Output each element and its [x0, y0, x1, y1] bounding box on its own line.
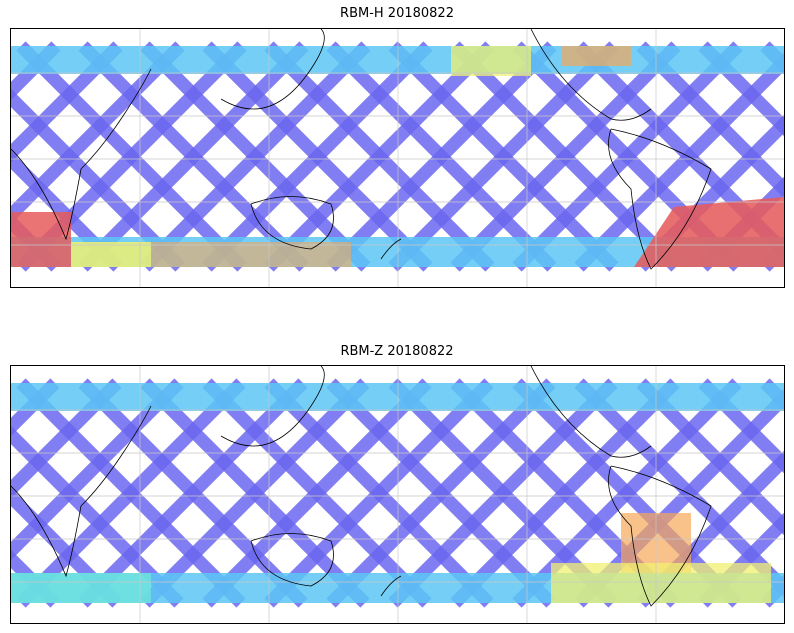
swath-layer — [11, 41, 784, 272]
coastlines — [11, 29, 712, 270]
ascending-track — [698, 378, 784, 474]
ascending-track — [11, 549, 60, 608]
africa-coastline — [11, 68, 152, 241]
descending-track — [202, 378, 432, 608]
hotspot-south-pacific-east — [634, 197, 784, 267]
northern-swath-band — [11, 46, 784, 74]
map-panel-rbm-z — [10, 365, 785, 624]
australia-coastline — [250, 196, 334, 250]
descending-track — [11, 41, 61, 101]
panel-top-title: RBM-H 20180822 — [340, 6, 454, 21]
descending-track — [326, 41, 557, 272]
hotspot-southern-indian-ocean-yellow — [71, 242, 151, 267]
descending-track — [11, 378, 122, 499]
descending-track — [388, 378, 618, 608]
new-zealand-coastline — [380, 575, 402, 597]
descending-track — [326, 378, 556, 608]
descending-track — [264, 41, 495, 272]
graticule — [11, 29, 784, 287]
hotspot-north-pacific-orange — [561, 46, 631, 66]
descending-track — [78, 41, 309, 272]
panel-bottom-title: RBM-Z 20180822 — [340, 344, 454, 359]
map-panel-rbm-h — [10, 28, 785, 288]
descending-track — [140, 378, 370, 608]
descending-track — [450, 378, 680, 608]
south-america-coastline — [608, 465, 712, 607]
descending-track — [388, 41, 619, 272]
coastlines — [11, 366, 712, 607]
descending-track — [512, 41, 743, 272]
swath-layer — [11, 378, 784, 608]
central-america-coastline — [530, 366, 652, 458]
new-zealand-coastline — [380, 238, 402, 260]
descending-track — [11, 378, 184, 561]
descending-track — [11, 41, 123, 163]
south-america-coastline — [608, 128, 712, 270]
australia-coastline — [250, 533, 334, 587]
satellite-track-map-rbm-h — [11, 29, 784, 287]
hotspot-north-pacific-yellow — [451, 46, 531, 76]
asia-coastline — [220, 29, 325, 110]
satellite-track-map-rbm-z — [11, 366, 784, 623]
descending-track — [11, 378, 60, 437]
hotspot-southern-indian-ocean-west — [11, 212, 71, 267]
descending-track — [140, 41, 371, 272]
ascending-track — [11, 487, 122, 608]
descending-track — [450, 41, 681, 272]
hotspot-south-pacific-yellow — [551, 563, 771, 603]
africa-coastline — [11, 405, 152, 578]
hotspot-southern-ocean-orange — [151, 242, 351, 267]
ascending-track — [11, 150, 123, 272]
descending-track — [202, 41, 433, 272]
hotspot-southern-cyan — [11, 573, 151, 603]
descending-track — [16, 378, 246, 608]
ascending-track — [698, 41, 784, 137]
descending-track — [574, 52, 784, 272]
central-america-coastline — [530, 29, 652, 121]
asia-coastline — [220, 366, 325, 447]
descending-track — [78, 378, 308, 608]
northern-swath-band — [11, 383, 784, 411]
graticule — [11, 366, 784, 623]
descending-track — [264, 378, 494, 608]
